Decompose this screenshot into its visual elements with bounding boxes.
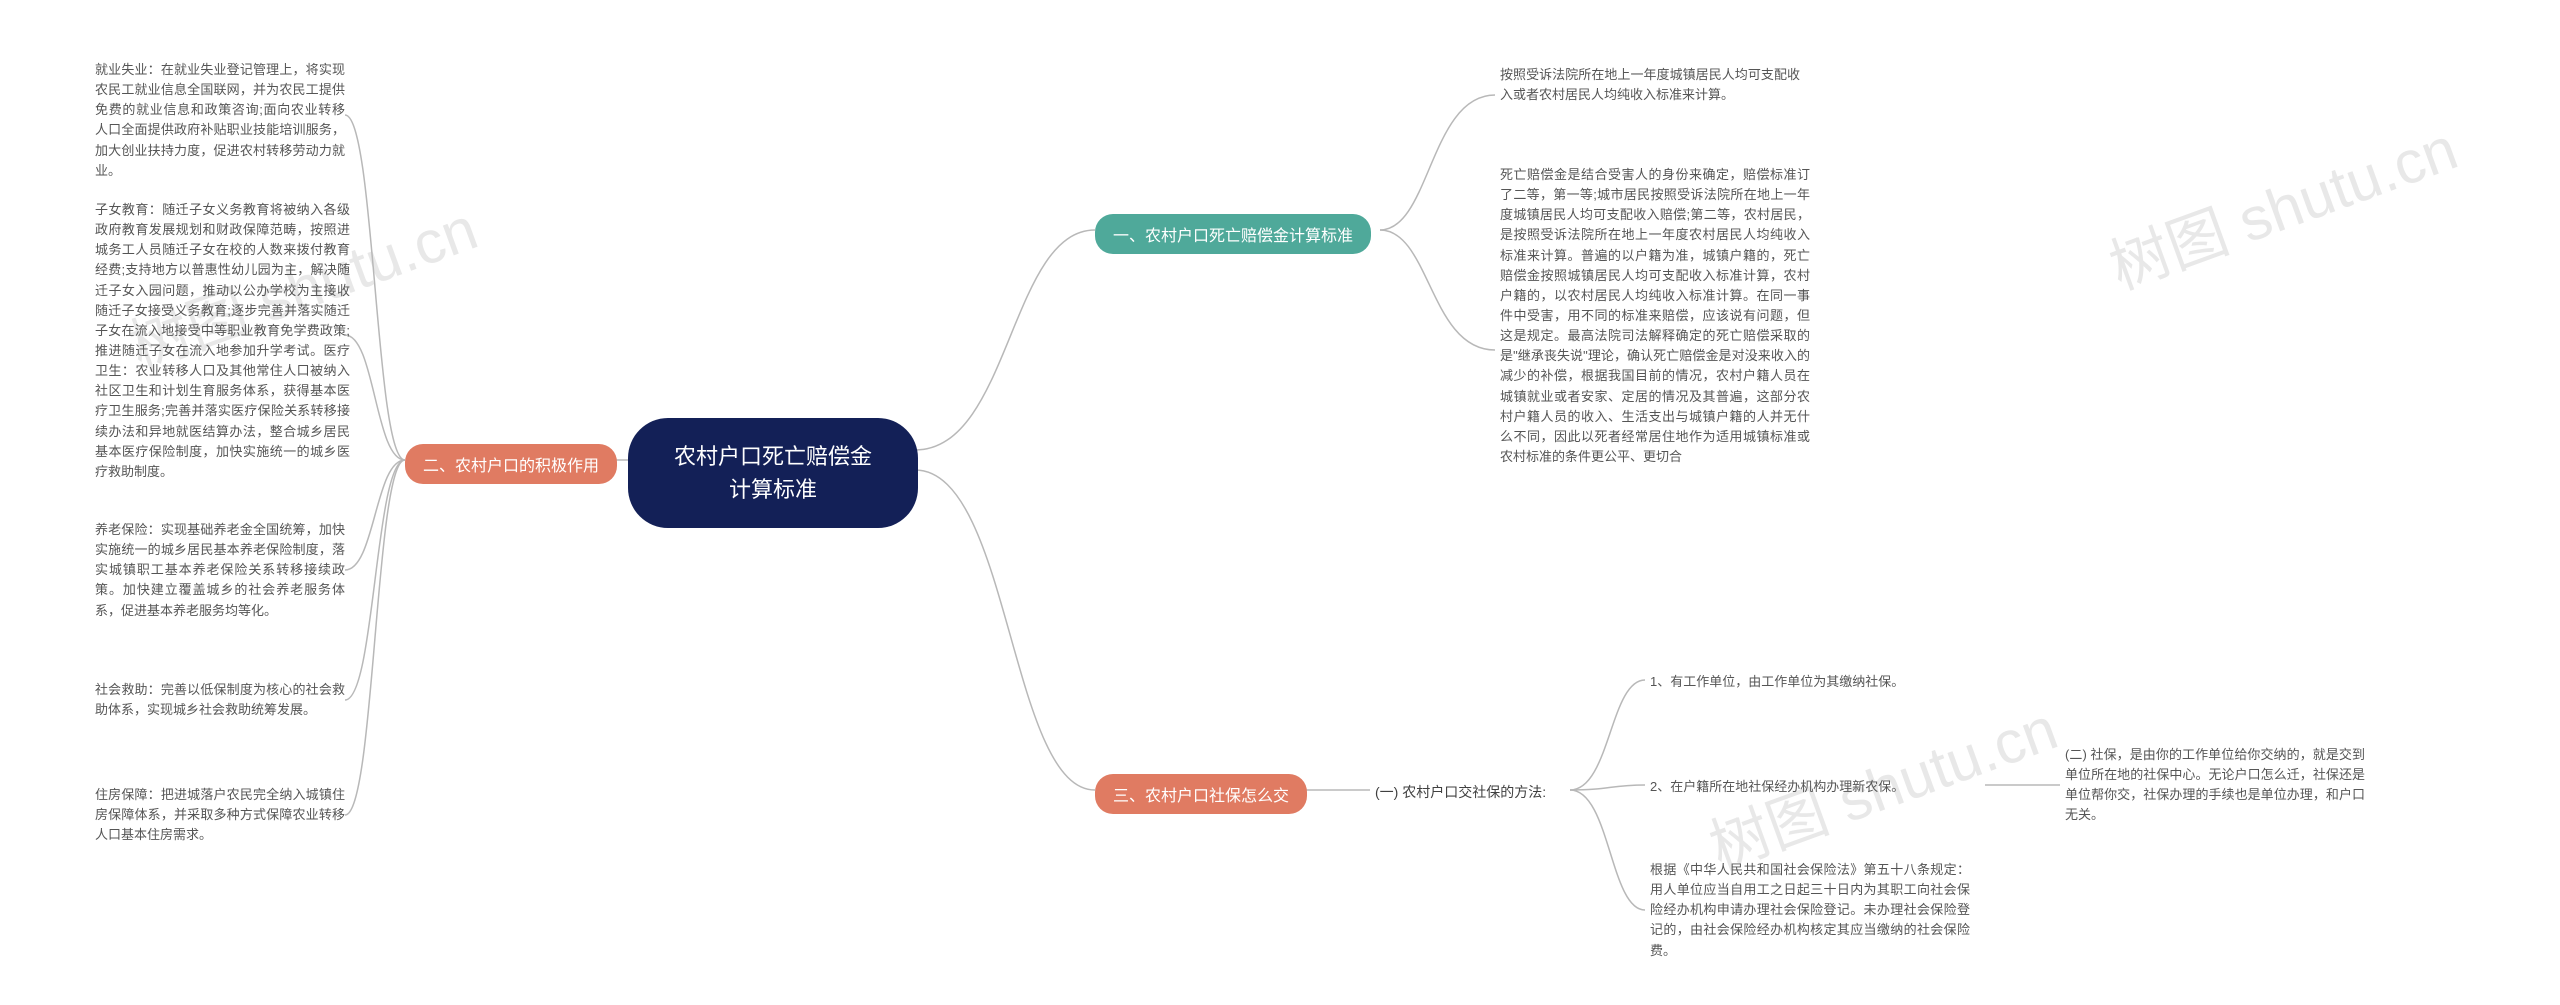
- watermark: 树图 shutu.cn: [2096, 100, 2467, 306]
- branch2-node: 二、农村户口的积极作用: [405, 444, 617, 484]
- branch3-sidenote: (二) 社保，是由你的工作单位给你交纳的，就是交到单位所在地的社保中心。无论户口…: [2065, 745, 2365, 826]
- branch1-leaf-1: 死亡赔偿金是结合受害人的身份来确定，赔偿标准订了二等，第一等;城市居民按照受诉法…: [1500, 165, 1810, 467]
- branch1-node: 一、农村户口死亡赔偿金计算标准: [1095, 214, 1371, 254]
- center-title: 农村户口死亡赔偿金计算标准: [674, 444, 872, 502]
- branch1-leaf-0: 按照受诉法院所在地上一年度城镇居民人均可支配收入或者农村居民人均纯收入标准来计算…: [1500, 65, 1800, 105]
- branch3-item-0: 1、有工作单位，由工作单位为其缴纳社保。: [1650, 672, 1970, 692]
- branch2-leaf-1: 子女教育：随迁子女义务教育将被纳入各级政府教育发展规划和财政保障范畴，按照进城务…: [95, 200, 350, 482]
- branch1-title: 一、农村户口死亡赔偿金计算标准: [1113, 228, 1353, 245]
- branch3-sublabel: (一) 农村户口交社保的方法:: [1375, 782, 1546, 802]
- branch2-title: 二、农村户口的积极作用: [423, 458, 599, 475]
- branch2-leaf-3: 社会救助：完善以低保制度为核心的社会救助体系，实现城乡社会救助统筹发展。: [95, 680, 345, 720]
- branch2-leaf-4: 住房保障：把进城落户农民完全纳入城镇住房保障体系，并采取多种方式保障农业转移人口…: [95, 785, 345, 845]
- branch2-leaf-2: 养老保险：实现基础养老金全国统筹，加快实施统一的城乡居民基本养老保险制度，落实城…: [95, 520, 345, 621]
- branch3-item-1: 2、在户籍所在地社保经办机构办理新农保。: [1650, 777, 1980, 797]
- branch3-title: 三、农村户口社保怎么交: [1113, 788, 1289, 805]
- branch2-leaf-0: 就业失业：在就业失业登记管理上，将实现农民工就业信息全国联网，并为农民工提供免费…: [95, 60, 345, 181]
- branch3-node: 三、农村户口社保怎么交: [1095, 774, 1307, 814]
- connector-lines: [0, 0, 2560, 1005]
- branch3-law: 根据《中华人民共和国社会保险法》第五十八条规定：用人单位应当自用工之日起三十日内…: [1650, 860, 1970, 961]
- center-node: 农村户口死亡赔偿金计算标准: [628, 418, 918, 528]
